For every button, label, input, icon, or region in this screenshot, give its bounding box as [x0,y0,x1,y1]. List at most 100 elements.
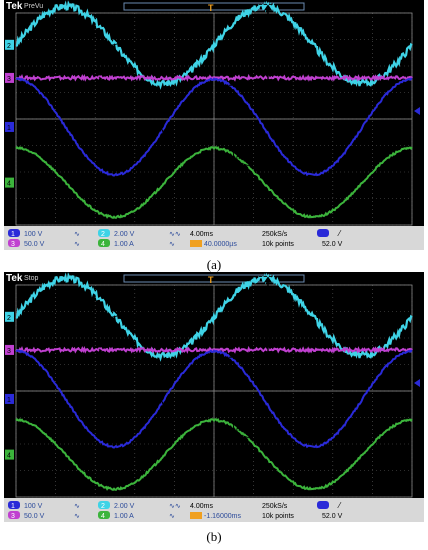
traces: 2 3 1 4 [5,272,420,491]
arrow-head-down [264,351,272,358]
ch2-scale: 2.00 V [114,503,135,510]
channel-chip-number: 2 [101,503,105,510]
bw-limit-icon: ∿ [169,513,175,520]
trigger-position-marker: T [208,3,214,13]
channel-marker-number: 3 [7,348,11,355]
label-leader-delta-vo [103,312,133,320]
acquisition-status: PreVu [24,3,44,10]
record-position-bar [123,2,305,11]
trigger-pos-icon [190,240,202,247]
bw-limit-icon: ∿ [169,241,175,248]
trigger-level-readout: 52.0 V [322,241,343,248]
label-leader-vo [98,348,115,361]
arrow-head-down [264,79,272,86]
trace-iin [15,145,413,219]
channel-marker-number: 4 [7,453,11,460]
annotations: ΔVO VO vin iin 4.6V [98,275,304,442]
arrow-head-up [264,4,272,11]
trigger-slope-icon: ⁄ [337,501,342,510]
arrow-head-up [264,276,272,283]
panel-caption: (b) [206,529,222,544]
channel-chip [8,229,20,237]
bw-limit-icon: ∿ [74,503,80,510]
trigger-source-chip [317,229,329,237]
graticule-border [15,284,413,498]
channel-chip-number: 1 [11,231,15,238]
ch3-scale: 50.0 V [24,241,45,248]
channel-chip-number: 3 [11,513,15,520]
ch1-scale: 100 V [24,503,43,510]
trigger-level-arrow [414,379,420,387]
trigger-position-marker: T [208,275,214,285]
channel-chip-number: 2 [101,231,105,238]
channel-marker [5,344,14,355]
channel-marker [5,311,14,322]
channel-chip-number: 4 [101,513,105,520]
timebase-readout: 4.00ms [190,231,213,238]
trigger-source-chip [317,501,329,509]
channel-chip [8,511,20,519]
ch1-scale: 100 V [24,231,43,238]
panel-caption: (a) [206,257,222,272]
graticule [15,12,413,226]
bw-limit-icon: ∿ [74,513,80,520]
channel-marker-number: 2 [7,315,11,322]
bw-limit-icon: ∿ [74,241,80,248]
trigger-position-readout: -1.16000ms [204,513,241,520]
ch4-scale: 1.00 A [114,513,134,520]
ripple-measure-label: 4.6V [276,309,302,324]
channel-chip [98,229,110,237]
label-delta-vo: ΔVO [134,34,159,52]
ch3-scale: 50.0 V [24,513,45,520]
label-leader-delta-vo [103,40,133,48]
label-leader-vin [153,142,190,150]
record-length-readout: 10k points [262,513,294,520]
graticule-border [15,12,413,226]
label-leader-vin [153,414,190,422]
channel-marker [5,393,14,404]
trace-iin [15,417,413,491]
oscilloscope-screen-a: T 2 3 1 4 ΔVO VO vin iin 4V 1 100 V 2 2.00 V 3 50.0 V 4 1… [4,0,424,250]
trigger-level-arrow [414,107,420,115]
label-iin: iin [232,144,243,162]
trace-vin [15,349,413,449]
channel-chip [8,501,20,509]
oscilloscope-screen-b: T 2 3 1 4 ΔVO VO vin iin 4.6V 1 100 V 2 2.00 V 3 50.0 V… [4,272,424,522]
readout-background [4,498,424,522]
trigger-slope-icon: ⁄ [337,229,342,238]
channel-marker-number: 1 [7,397,11,404]
channel-marker [5,39,14,50]
label-leader-iin [228,430,260,442]
annotations: ΔVO VO vin iin 4V [98,3,304,170]
ch4-scale: 1.00 A [114,241,134,248]
brand-label: Tek [6,273,23,284]
channel-chip [98,511,110,519]
channel-marker-number: 4 [7,181,11,188]
acquisition-status: Stop [24,275,39,282]
channel-marker-number: 3 [7,76,11,83]
channel-marker-number: 2 [7,43,11,50]
label-vin: vin [161,396,175,414]
trace-delta-vo [15,0,413,90]
traces: 2 3 1 4 [5,0,420,219]
bw-limit-icon: ∿∿ [169,231,181,238]
label-vo: VO [116,83,131,101]
channel-marker [5,121,14,132]
scope-plot-b: T 2 3 1 4 ΔVO VO vin iin 4.6V 1 100 V 2 2.00 V 3 50.0 V… [4,272,424,522]
channel-marker [5,72,14,83]
channel-chip-number: 4 [101,241,105,248]
scope-plot-a: T 2 3 1 4 ΔVO VO vin iin 4V 1 100 V 2 2.00 V 3 50.0 V 4 1… [4,0,424,250]
ripple-measure-label: 4V [276,37,293,52]
label-delta-vo: ΔVO [134,306,159,324]
trace-vin [15,77,413,177]
channel-marker [5,449,14,460]
sample-rate-readout: 250kS/s [262,503,288,510]
label-vin: vin [161,124,175,142]
label-vo: VO [116,355,131,373]
record-length-readout: 10k points [262,241,294,248]
label-leader-iin [228,158,260,170]
graticule [15,284,413,498]
bw-limit-icon: ∿ [74,231,80,238]
trace-delta-vo [15,272,413,362]
channel-chip [98,501,110,509]
